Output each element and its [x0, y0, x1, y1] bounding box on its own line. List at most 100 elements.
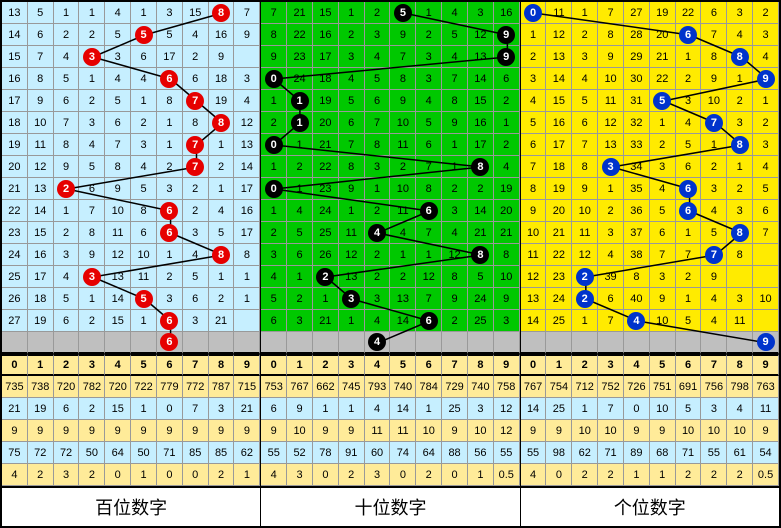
- ball: 8: [471, 246, 489, 264]
- cell: 8: [234, 244, 260, 266]
- stat-cell: 60: [365, 442, 391, 464]
- cell: 3: [727, 112, 753, 134]
- cell: 36: [624, 200, 650, 222]
- cell: 11: [105, 222, 131, 244]
- ball: 6: [679, 180, 697, 198]
- gap-cell: [546, 332, 572, 354]
- cell: 2: [650, 134, 676, 156]
- cell: 2: [261, 222, 287, 244]
- header-cell: 1: [287, 354, 313, 376]
- cell: 28: [624, 24, 650, 46]
- cell: 5: [131, 288, 157, 310]
- ball: 9: [497, 48, 515, 66]
- cell: 3: [753, 24, 779, 46]
- cell: 6: [105, 112, 131, 134]
- cell: 1: [287, 266, 313, 288]
- cell: 8: [701, 46, 727, 68]
- cell: 1: [390, 244, 416, 266]
- cell: 1: [572, 310, 598, 332]
- cell: 7: [183, 134, 209, 156]
- stat-cell: 754: [546, 376, 572, 398]
- cell: 2: [468, 178, 494, 200]
- gap-cell: [494, 332, 520, 354]
- stat-cell: 1: [572, 398, 598, 420]
- cell: 9: [339, 178, 365, 200]
- cell: 1: [157, 244, 183, 266]
- cell: 4: [209, 200, 235, 222]
- header-cell: 3: [79, 354, 105, 376]
- cell: 4: [494, 156, 520, 178]
- cell: 7: [701, 244, 727, 266]
- cell: 4: [676, 112, 702, 134]
- cell: 5: [157, 24, 183, 46]
- cell: 20: [494, 200, 520, 222]
- cell: 16: [2, 68, 28, 90]
- cell: 7: [521, 156, 547, 178]
- cell: 4: [261, 266, 287, 288]
- cell: 2: [131, 112, 157, 134]
- stat-cell: 729: [442, 376, 468, 398]
- cell: 4: [442, 2, 468, 24]
- cell: 1: [157, 134, 183, 156]
- cell: 20: [650, 24, 676, 46]
- ball: 8: [212, 114, 230, 132]
- cell: 20: [313, 112, 339, 134]
- ball: 5: [135, 26, 153, 44]
- cell: 8: [28, 68, 54, 90]
- cell: 2: [209, 156, 235, 178]
- stat-cell: 9: [753, 420, 779, 442]
- cell: 2: [79, 310, 105, 332]
- stat-cell: 740: [390, 376, 416, 398]
- cell: 4: [131, 68, 157, 90]
- header-cell: 2: [572, 354, 598, 376]
- cell: 7: [701, 24, 727, 46]
- cell: 21: [546, 222, 572, 244]
- cell: 1: [339, 310, 365, 332]
- cell: 16: [468, 112, 494, 134]
- cell: 23: [313, 178, 339, 200]
- ball: 7: [186, 136, 204, 154]
- cell: 2: [54, 178, 80, 200]
- cell: 21: [287, 2, 313, 24]
- cell: 2: [79, 90, 105, 112]
- cell: 0: [521, 2, 547, 24]
- cell: 9: [650, 288, 676, 310]
- cell: 3: [234, 68, 260, 90]
- ball: 6: [160, 312, 178, 330]
- cell: 3: [753, 134, 779, 156]
- cell: 8: [183, 112, 209, 134]
- cell: 1: [157, 112, 183, 134]
- ball: 8: [471, 158, 489, 176]
- cell: 22: [546, 244, 572, 266]
- cell: 12: [546, 24, 572, 46]
- stat-cell: 71: [676, 442, 702, 464]
- cell: 24: [468, 288, 494, 310]
- cell: 25: [546, 310, 572, 332]
- stat-cell: 14: [390, 398, 416, 420]
- stat-cell: 3: [209, 398, 235, 420]
- gap-cell: [701, 332, 727, 354]
- cell: 15: [105, 310, 131, 332]
- ball: 6: [160, 224, 178, 242]
- cell: 7: [183, 156, 209, 178]
- cell: 13: [28, 178, 54, 200]
- cell: 1: [339, 200, 365, 222]
- stat-cell: 9: [650, 420, 676, 442]
- stat-cell: 9: [261, 420, 287, 442]
- gap-cell: [183, 332, 209, 354]
- cell: 1: [79, 68, 105, 90]
- stat-cell: 0: [390, 464, 416, 486]
- stat-cell: 0: [442, 464, 468, 486]
- stat-cell: 0.5: [753, 464, 779, 486]
- gap-cell: [287, 332, 313, 354]
- gap-cell: [727, 332, 753, 354]
- cell: 40: [624, 288, 650, 310]
- cell: 27: [624, 2, 650, 24]
- stat-cell: 2: [339, 464, 365, 486]
- cell: 3: [416, 46, 442, 68]
- stat-cell: 1: [624, 464, 650, 486]
- stat-cell: 88: [442, 442, 468, 464]
- cell: 5: [131, 178, 157, 200]
- stat-cell: 1: [131, 464, 157, 486]
- cell: 26: [313, 244, 339, 266]
